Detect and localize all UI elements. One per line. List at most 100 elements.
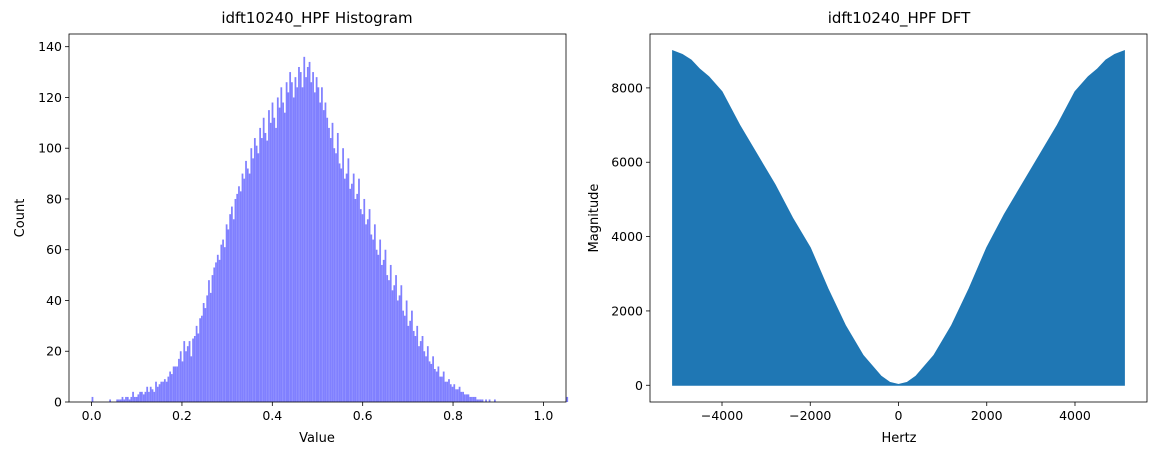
histogram-bar [183,341,186,402]
histogram-bar [208,280,210,402]
histogram-bar [462,391,464,402]
histogram-y-ticks: 0 20 40 60 80 100 120 140 [38,39,69,410]
histogram-bar [174,366,177,402]
histogram-bar [278,107,281,402]
histogram-bar [292,97,295,402]
histogram-bar [361,214,364,402]
histogram-bar [352,173,355,402]
histogram-bar [178,358,180,402]
histogram-bar [432,356,434,402]
histogram-bar [398,295,401,402]
histogram-x-tick-label: 0.4 [262,408,282,423]
histogram-bar [163,379,166,402]
histogram-bar [121,396,124,402]
histogram-bar [441,376,443,402]
dft-x-tick-label: −4000 [701,408,743,423]
histogram-bar [405,300,408,402]
histogram-bar [285,82,288,402]
histogram-bar [472,396,475,402]
histogram-bar [381,264,383,402]
histogram-bar [305,77,307,402]
dft-y-label: Magnitude [587,184,602,253]
histogram-bar [294,77,297,402]
histogram-bar [234,198,237,402]
histogram-bar [343,178,346,402]
dft-x-tick-label: 2000 [971,408,1003,423]
histogram-y-label: Count [13,199,28,238]
histogram-y-tick-label: 40 [46,293,62,308]
histogram-bar [125,396,127,402]
dft-y-tick-label: 6000 [611,155,643,170]
histogram-bar [312,72,314,402]
histogram-bar [488,399,491,402]
histogram-x-tick-label: 1.0 [533,408,553,423]
histogram-bar [375,249,378,402]
histogram-x-tick-label: 0.0 [82,408,102,423]
histogram-bar [257,153,260,402]
histogram-bar [476,399,479,402]
histogram-bar [393,285,396,402]
histogram-bar [193,336,196,402]
histogram-bar [453,384,456,402]
histogram-bar [479,399,482,402]
dft-y-tick-label: 0 [635,378,643,393]
dft-y-tick-label: 2000 [611,303,643,318]
histogram-y-tick-label: 20 [46,344,62,359]
histogram-bar [282,102,284,402]
histogram-bar [456,389,459,402]
histogram-bar [458,386,461,402]
histogram-bar [368,209,371,402]
histogram-bar [151,389,154,402]
histogram-bar [340,168,343,402]
histogram-bar [199,318,202,402]
histogram-bar [132,391,134,402]
histogram-bar [227,229,230,402]
histogram-bar [149,386,152,402]
histogram-bar [261,138,263,402]
dft-series [672,49,1125,386]
dft-x-label: Hertz [881,431,916,446]
histogram-bar [388,280,390,402]
histogram-bar [391,290,394,402]
histogram-bar [465,394,468,402]
histogram-bar [211,275,214,402]
histogram-bar [317,87,320,402]
histogram-bar [206,295,209,402]
histogram-bar [377,254,380,402]
histogram-bar [306,66,309,402]
histogram-bar [248,173,251,402]
histogram-bar [139,391,142,402]
histogram-bar [280,87,283,402]
histogram-bar [414,336,417,402]
histogram-bar [128,399,131,402]
histogram-bar [202,303,205,402]
histogram-bar [451,386,454,402]
histogram-bar [467,394,470,402]
histogram-bar [469,396,472,402]
histogram-bar [407,325,410,402]
histogram-bar [319,102,322,402]
histogram-bar [384,249,387,402]
histogram-panel: idft10240_HPF Histogram 0.0 0.2 0.4 0.6 0.8 1… [13,9,569,446]
histogram-bar [449,384,452,402]
histogram-bar [331,122,334,403]
histogram-bar [197,333,200,402]
histogram-bar [109,399,112,402]
histogram-bar [301,87,304,402]
histogram-bar [373,224,376,402]
dft-y-tick-label: 8000 [611,80,643,95]
dft-x-ticks: −4000 −2000 0 2000 4000 [701,402,1091,423]
histogram-bar [259,127,262,403]
histogram-bar [419,341,422,402]
histogram-title: idft10240_HPF Histogram [221,9,412,28]
histogram-bar [439,376,442,402]
histogram-bar [165,381,168,402]
histogram-bar [423,351,426,402]
histogram-bar [328,127,330,403]
histogram-bar [255,145,258,403]
histogram-bar [430,363,433,402]
histogram-bar [400,285,403,402]
histogram-bar [250,148,253,402]
histogram-bar [426,346,429,402]
